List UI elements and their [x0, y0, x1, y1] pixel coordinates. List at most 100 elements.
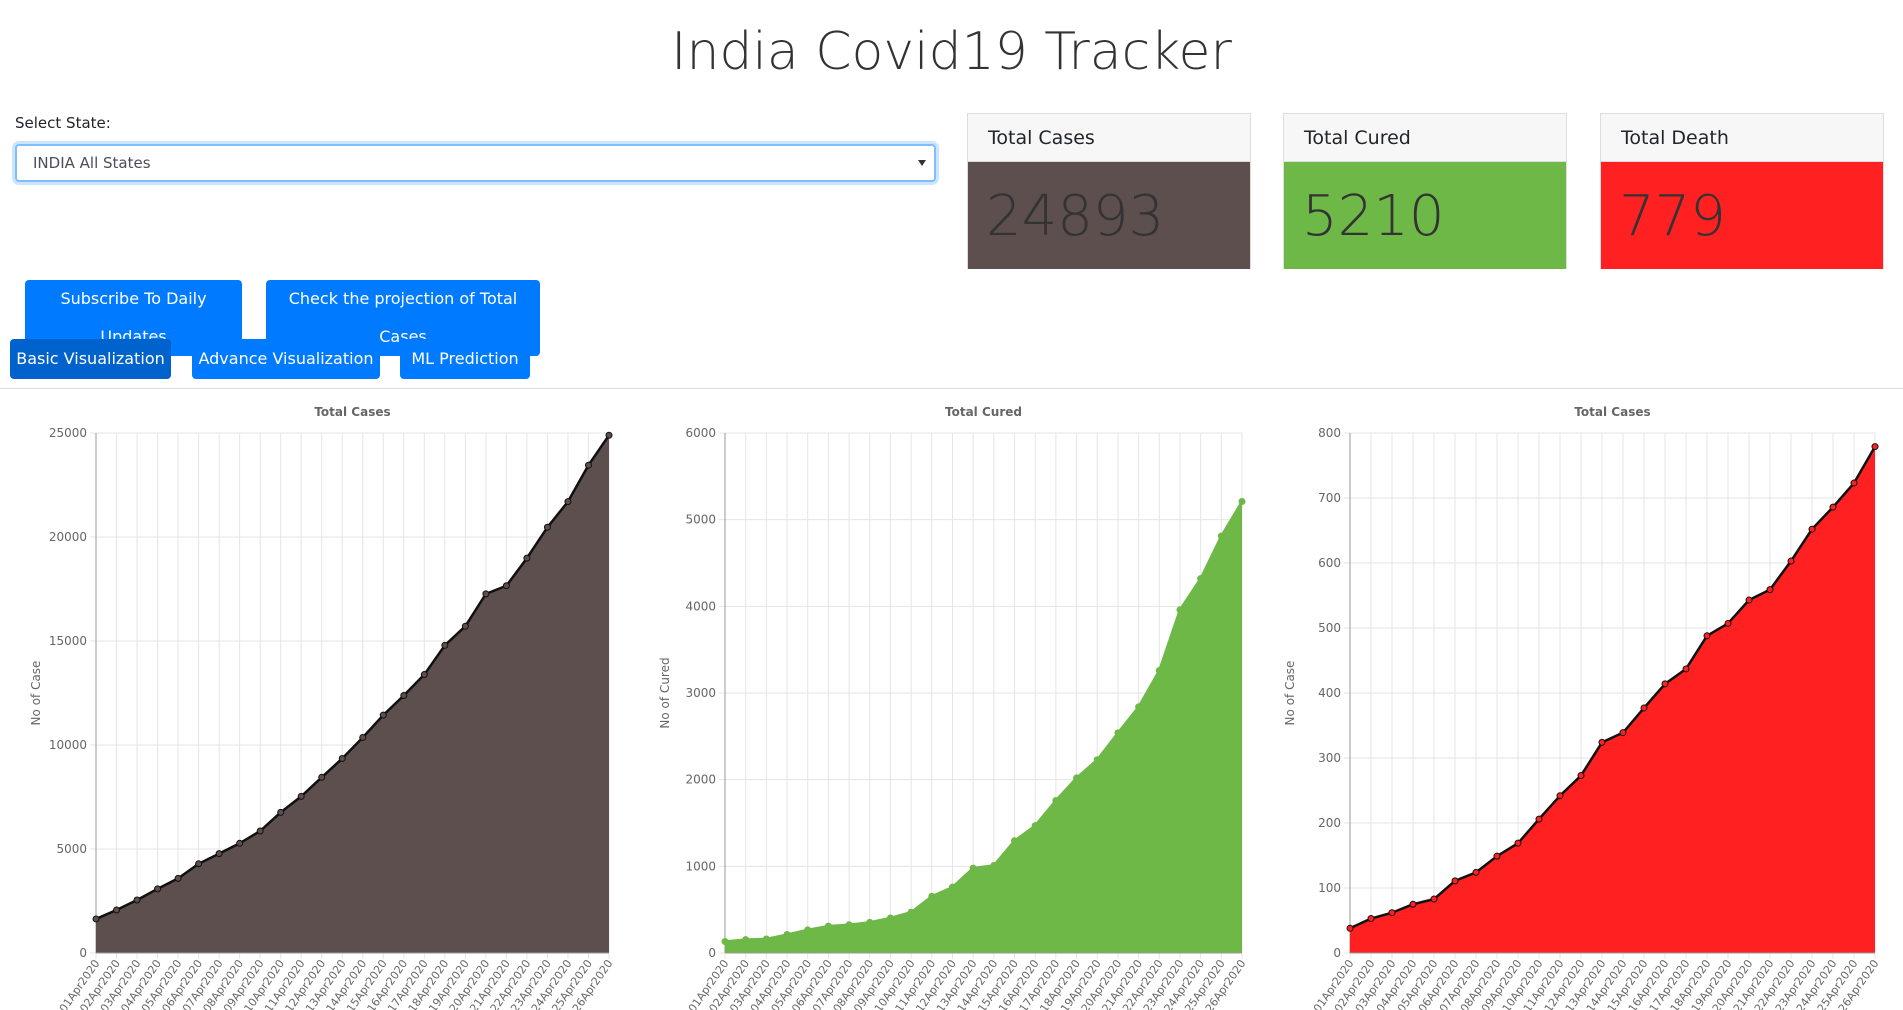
point [1409, 900, 1417, 908]
point [907, 908, 915, 916]
card-value: 779 [1601, 162, 1883, 269]
point [1850, 479, 1858, 487]
point [482, 590, 490, 598]
point [1493, 852, 1501, 860]
card-title: Total Death [1601, 114, 1883, 162]
y-tick-label: 700 [1318, 491, 1341, 505]
card: Total Cases 24893 [967, 113, 1251, 269]
point [1238, 497, 1246, 505]
point [1724, 619, 1732, 627]
y-tick-label: 5000 [56, 842, 87, 856]
chart-title: Total Cases [314, 405, 390, 419]
point [1619, 729, 1627, 737]
y-axis-label: No of Cured [658, 657, 672, 728]
card-title: Total Cured [1284, 114, 1566, 162]
point [1661, 680, 1669, 688]
y-tick-label: 15000 [49, 634, 87, 648]
line [1349, 446, 1877, 930]
card: Total Cured 5210 [1283, 113, 1567, 269]
point [1829, 503, 1837, 511]
y-axis-label: No of Case [29, 661, 43, 726]
point [236, 839, 244, 847]
point [318, 773, 326, 781]
y-tick-label: 600 [1318, 556, 1341, 570]
chart-title: Total Cases [1574, 405, 1650, 419]
y-tick-label: 1000 [685, 859, 716, 873]
point [1093, 756, 1101, 764]
area [1350, 446, 1875, 953]
point [379, 711, 387, 719]
y-tick-label: 3000 [685, 686, 716, 700]
y-axis-label: No of Case [1283, 661, 1297, 726]
point [1787, 557, 1795, 565]
state-select[interactable]: INDIA All States [15, 144, 936, 182]
point [1745, 596, 1753, 604]
point [256, 827, 264, 835]
divider [0, 388, 1903, 389]
point [1388, 909, 1396, 917]
y-tick-label: 2000 [685, 773, 716, 787]
point [1598, 738, 1606, 746]
point [1556, 792, 1564, 800]
point [523, 554, 531, 562]
point [277, 808, 285, 816]
point [1155, 666, 1163, 674]
point [215, 850, 223, 858]
point [866, 918, 874, 926]
point [400, 691, 408, 699]
card-value: 5210 [1284, 162, 1566, 269]
point [1682, 665, 1690, 673]
point [1535, 815, 1543, 823]
point [338, 754, 346, 762]
tab[interactable]: Advance Visualization [192, 339, 380, 379]
y-tick-label: 300 [1318, 751, 1341, 765]
y-tick-label: 200 [1318, 816, 1341, 830]
y-tick-label: 100 [1318, 881, 1341, 895]
point [928, 892, 936, 900]
select-value: INDIA All States [33, 154, 151, 172]
point [605, 431, 613, 439]
page-title: India Covid19 Tracker [671, 22, 1232, 82]
area [725, 501, 1242, 953]
point [762, 935, 770, 943]
point [1011, 837, 1019, 845]
point [564, 498, 572, 506]
tab-active[interactable]: Basic Visualization [10, 339, 171, 379]
y-tick-label: 4000 [685, 599, 716, 613]
y-tick-label: 5000 [685, 513, 716, 527]
point [174, 874, 182, 882]
select-label: Select State: [15, 114, 111, 132]
y-tick-label: 6000 [685, 426, 716, 440]
point [1114, 729, 1122, 737]
y-tick-label: 0 [1333, 946, 1341, 960]
point [297, 792, 305, 800]
point [742, 936, 750, 944]
point [1197, 575, 1205, 583]
y-tick-label: 0 [708, 946, 716, 960]
line [95, 434, 611, 921]
point [92, 915, 100, 923]
point [1031, 822, 1039, 830]
point [1176, 606, 1184, 614]
point [113, 906, 121, 914]
chart-title: Total Cured [945, 405, 1022, 419]
point [1073, 774, 1081, 782]
tab[interactable]: ML Prediction [400, 339, 530, 379]
point [1640, 704, 1648, 712]
point [969, 864, 977, 872]
y-tick-label: 25000 [49, 426, 87, 440]
point [1346, 924, 1354, 932]
y-tick-label: 500 [1318, 621, 1341, 635]
card-title: Total Cases [968, 114, 1250, 162]
point [845, 921, 853, 929]
card-value: 24893 [968, 162, 1250, 269]
point [441, 641, 449, 649]
y-tick-label: 20000 [49, 530, 87, 544]
y-tick-label: 400 [1318, 686, 1341, 700]
point [1367, 915, 1375, 923]
point [584, 461, 592, 469]
point [359, 733, 367, 741]
point [1451, 877, 1459, 885]
point [990, 861, 998, 869]
